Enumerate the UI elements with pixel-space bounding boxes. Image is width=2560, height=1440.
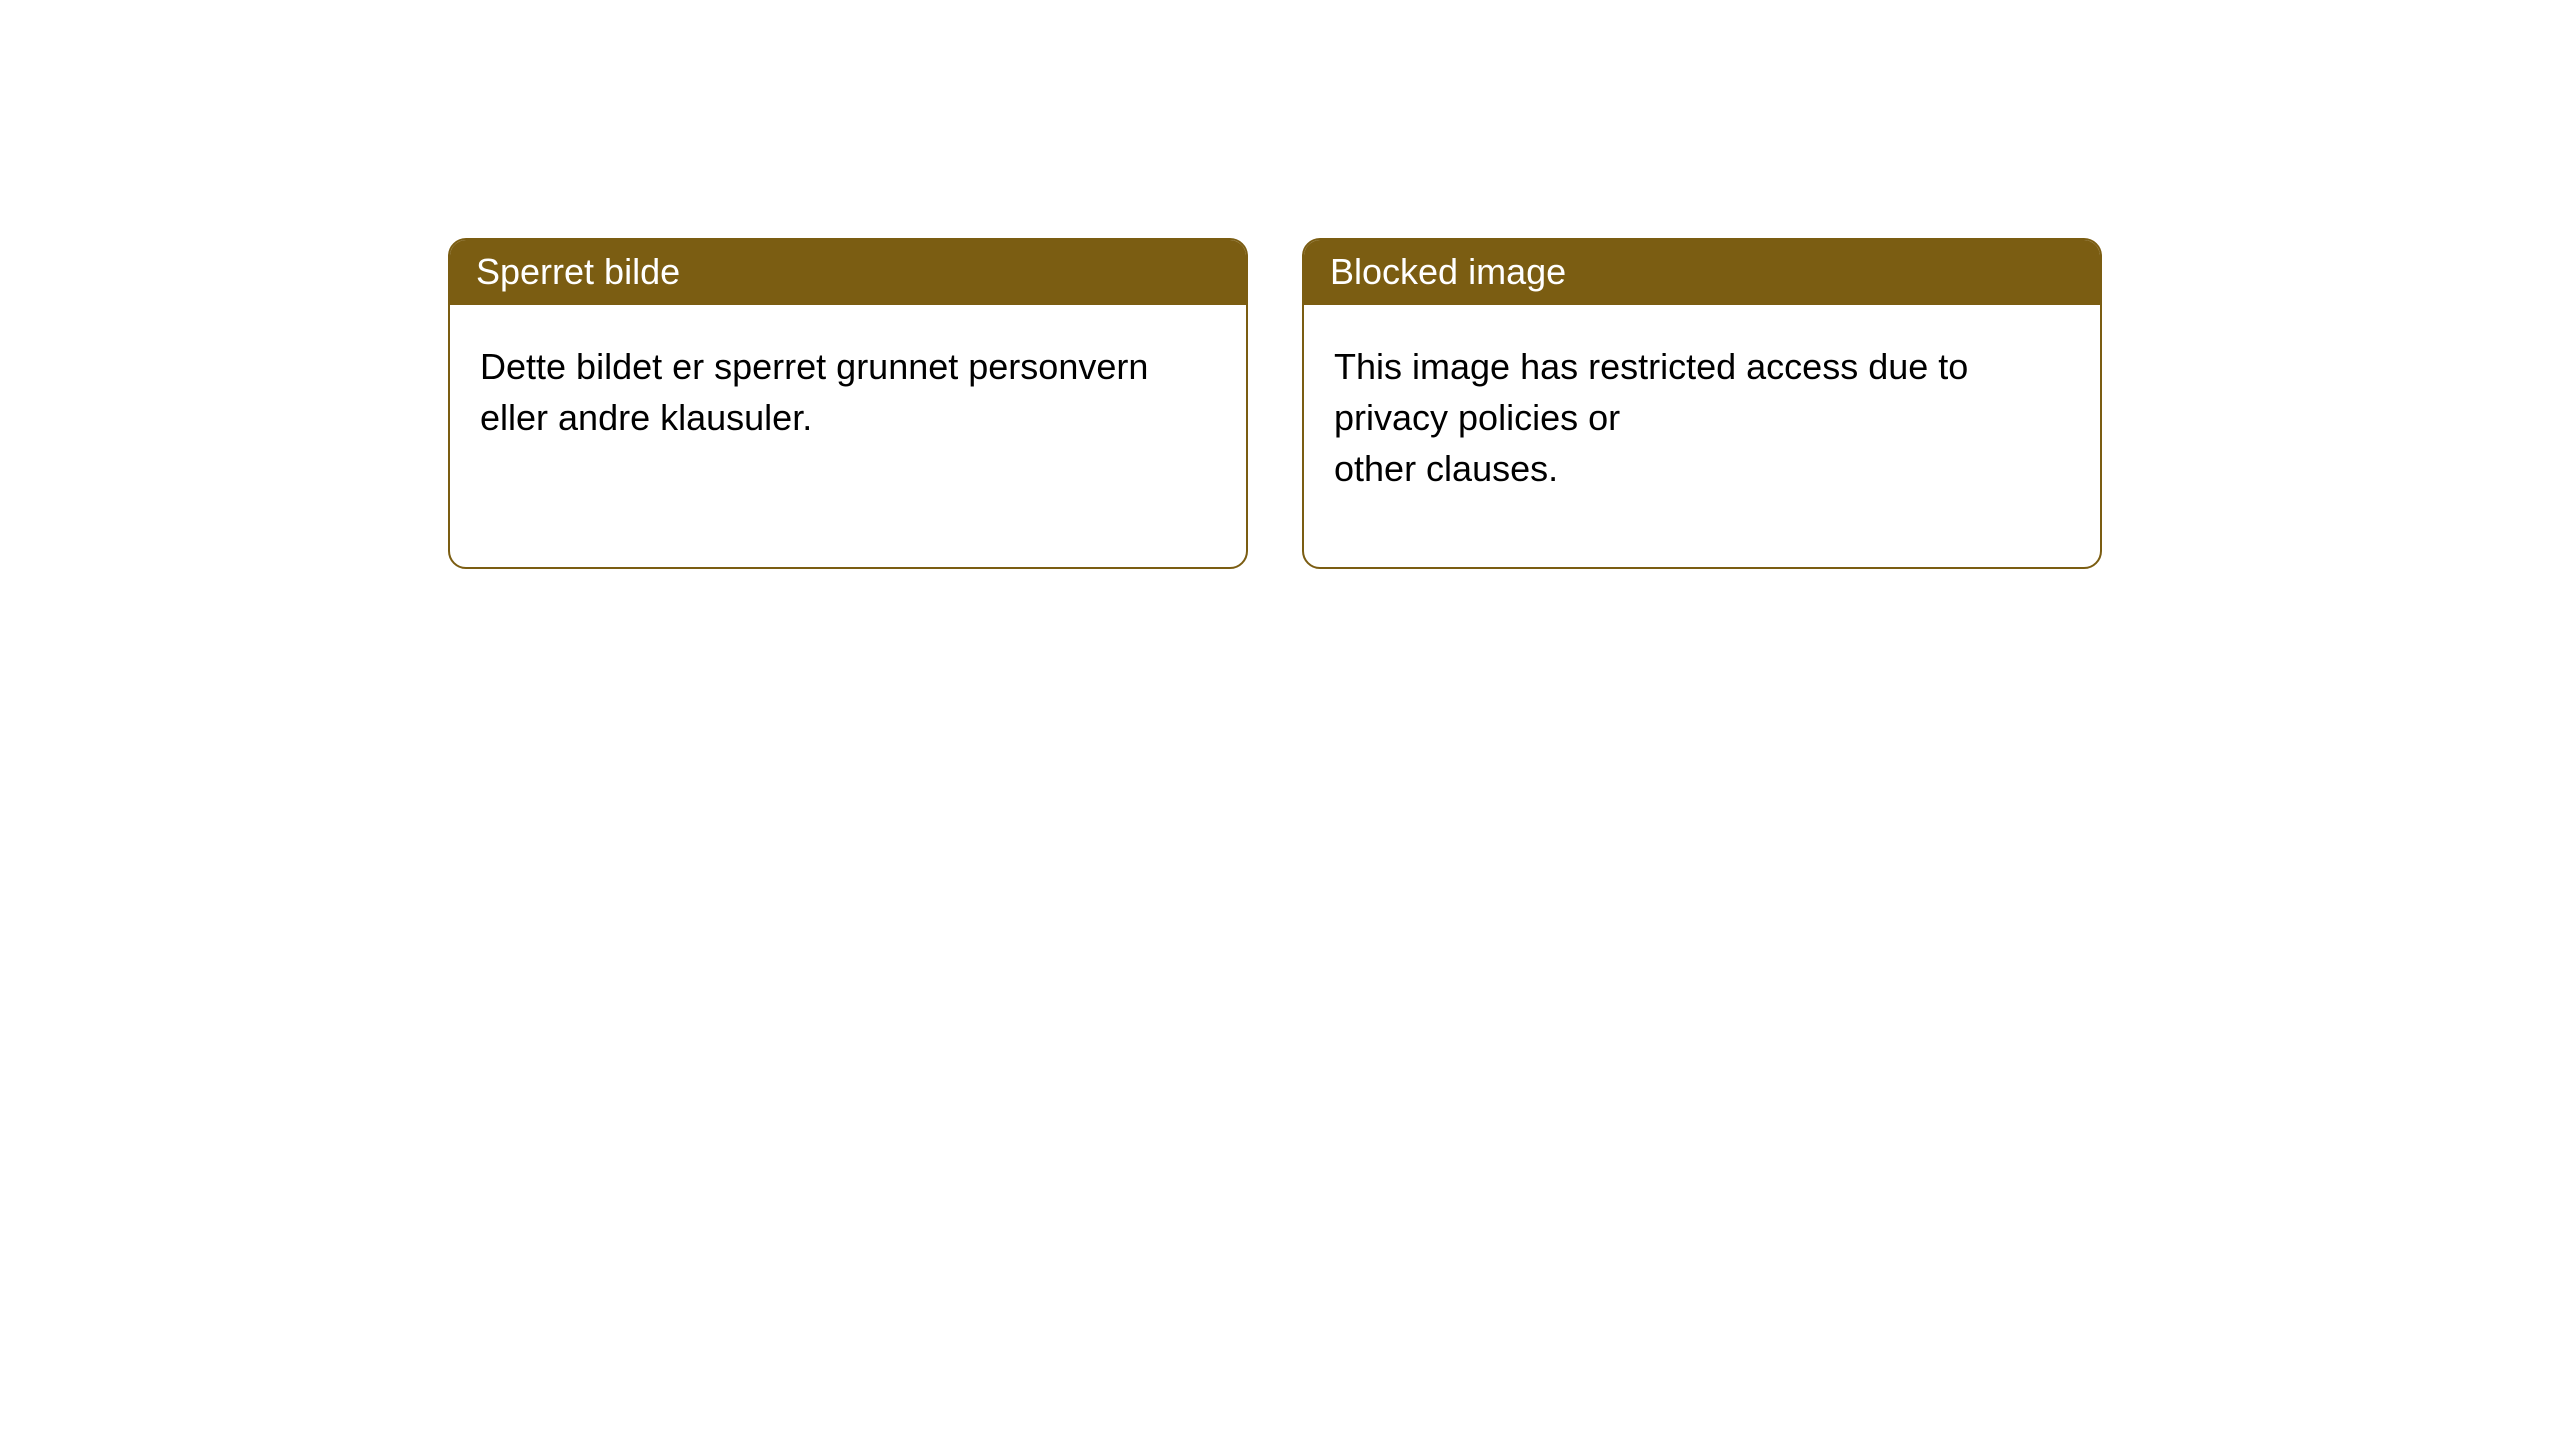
notice-header: Blocked image bbox=[1304, 240, 2100, 305]
notice-header: Sperret bilde bbox=[450, 240, 1246, 305]
notice-body: This image has restricted access due to … bbox=[1304, 305, 2100, 566]
notice-body: Dette bildet er sperret grunnet personve… bbox=[450, 305, 1246, 515]
notice-cards-container: Sperret bilde Dette bildet er sperret gr… bbox=[0, 0, 2560, 569]
notice-card-english: Blocked image This image has restricted … bbox=[1302, 238, 2102, 569]
notice-card-norwegian: Sperret bilde Dette bildet er sperret gr… bbox=[448, 238, 1248, 569]
